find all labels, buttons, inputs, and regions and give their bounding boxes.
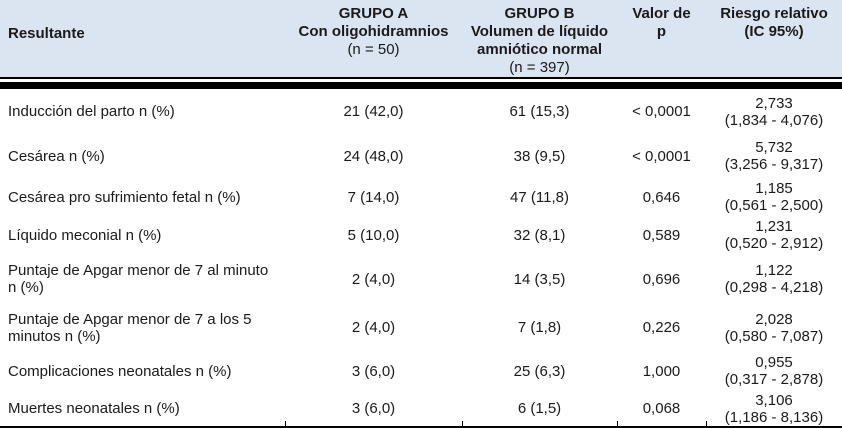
cell-valor-p: < 0,0001: [632, 147, 691, 165]
cell-grupo-a: 5 (10,0): [347, 226, 400, 244]
grupo-a-n: (n = 50): [347, 41, 400, 58]
cell-riesgo-relativo: 2,028 (0,580 - 7,087): [706, 311, 842, 345]
table-row: Puntaje de Apgar menor de 7 a los 5 minu…: [0, 304, 842, 351]
cell-valor-p: 0,068: [642, 400, 681, 417]
cell-grupo-a: 24 (48,0): [343, 147, 404, 165]
rr-ci: (1,186 - 8,136): [724, 408, 824, 426]
column-divider-tick: [285, 421, 286, 428]
cell-valor-p: 1,000: [642, 362, 681, 380]
resultante-label: Resultante: [8, 25, 85, 42]
cell-valor-p: < 0,0001: [632, 103, 691, 120]
rr-ci: (0,317 - 2,878): [724, 371, 824, 388]
table-header-row: Resultante GRUPO A Con oligohidramnios (…: [0, 0, 842, 79]
cell-resultante: Puntaje de Apgar menor de 7 al minuto n …: [8, 262, 269, 296]
table-row: Puntaje de Apgar menor de 7 al minuto n …: [0, 254, 842, 304]
cell-grupo-a: 3 (6,0): [351, 362, 396, 380]
header-rule-gap: [0, 79, 842, 82]
cell-riesgo-relativo: 1,122 (0,298 - 4,218): [706, 262, 842, 296]
column-header-riesgo-relativo: Riesgo relativo (IC 95%): [706, 0, 842, 77]
rr-ci: (0,520 - 2,912): [724, 235, 824, 252]
rr-value: 5,732: [755, 139, 793, 156]
valor-p-line2: p: [656, 23, 667, 40]
cell-riesgo-relativo: 5,732 (3,256 - 9,317): [706, 139, 842, 173]
grupo-b-subtitle-1: Volumen de líquido: [470, 23, 609, 40]
grupo-a-subtitle: Con oligohidramnios: [298, 23, 449, 40]
table-row: Cesárea pro sufrimiento fetal n (%) 7 (1…: [0, 178, 842, 216]
header-thick-rule: [0, 82, 842, 89]
cell-resultante: Cesárea pro sufrimiento fetal n (%): [8, 188, 241, 206]
table-row: Inducción del parto n (%) 21 (42,0) 61 (…: [0, 89, 842, 134]
column-divider-tick: [706, 421, 707, 428]
column-header-grupo-b: GRUPO B Volumen de líquido amniótico nor…: [462, 0, 617, 77]
cell-grupo-b: 47 (11,8): [510, 188, 569, 206]
cell-grupo-a: 21 (42,0): [343, 103, 404, 120]
grupo-b-title: GRUPO B: [504, 5, 575, 22]
cell-resultante: Muertes neonatales n (%): [8, 400, 180, 417]
cell-grupo-b: 14 (3,5): [513, 270, 566, 288]
cell-valor-p: 0,646: [642, 188, 681, 206]
column-divider-tick: [462, 421, 463, 428]
cell-grupo-a: 3 (6,0): [351, 400, 396, 417]
cell-riesgo-relativo: 3,106 (1,186 - 8,136): [706, 392, 842, 426]
cell-valor-p: 0,589: [642, 226, 681, 244]
column-header-resultante: Resultante: [0, 0, 285, 77]
cell-riesgo-relativo: 0,955 (0,317 - 2,878): [706, 354, 842, 388]
table-row: Muertes neonatales n (%) 3 (6,0) 6 (1,5)…: [0, 391, 842, 426]
riesgo-title: Riesgo relativo: [720, 5, 828, 22]
table-row: Cesárea n (%) 24 (48,0) 38 (9,5) < 0,000…: [0, 134, 842, 178]
cell-resultante: Inducción del parto n (%): [8, 103, 175, 120]
rr-ci: (0,580 - 7,087): [724, 327, 824, 345]
rr-ci: (3,256 - 9,317): [724, 156, 824, 173]
cell-grupo-a: 2 (4,0): [351, 319, 396, 336]
cell-riesgo-relativo: 1,231 (0,520 - 2,912): [706, 218, 842, 252]
grupo-b-subtitle-2: amniótico normal: [476, 41, 603, 58]
cell-grupo-b: 7 (1,8): [517, 319, 562, 336]
rr-value: 0,955: [755, 354, 793, 371]
table-row: Líquido meconial n (%) 5 (10,0) 32 (8,1)…: [0, 216, 842, 254]
cell-resultante: Complicaciones neonatales n (%): [8, 362, 232, 380]
grupo-b-n: (n = 397): [509, 59, 570, 76]
cell-valor-p: 0,226: [642, 319, 681, 336]
rr-value: 1,231: [755, 218, 793, 235]
table-body: Inducción del parto n (%) 21 (42,0) 61 (…: [0, 89, 842, 428]
cell-grupo-b: 32 (8,1): [513, 226, 566, 244]
rr-value: 1,122: [755, 262, 793, 279]
cell-riesgo-relativo: 2,733 (1,834 - 4,076): [706, 95, 842, 129]
table-row: Complicaciones neonatales n (%) 3 (6,0) …: [0, 351, 842, 391]
rr-value: 3,106: [755, 391, 793, 409]
cell-grupo-b: 25 (6,3): [513, 362, 566, 380]
cell-riesgo-relativo: 1,185 (0,561 - 2,500): [706, 180, 842, 214]
rr-value: 2,028: [755, 310, 793, 328]
grupo-a-title: GRUPO A: [338, 5, 409, 22]
rr-ci: (1,834 - 4,076): [724, 111, 824, 129]
rr-value: 2,733: [755, 94, 793, 112]
cell-resultante: Puntaje de Apgar menor de 7 a los 5 minu…: [8, 310, 252, 345]
cell-resultante: Líquido meconial n (%): [8, 226, 162, 244]
riesgo-ic: (IC 95%): [744, 23, 804, 40]
cell-grupo-b: 38 (9,5): [513, 147, 566, 165]
rr-ci: (0,298 - 4,218): [724, 279, 824, 296]
column-header-valor-p: Valor de p: [617, 0, 706, 77]
column-header-grupo-a: GRUPO A Con oligohidramnios (n = 50): [285, 0, 462, 77]
column-divider-tick: [617, 421, 618, 428]
rr-value: 1,185: [755, 180, 793, 197]
cell-grupo-b: 61 (15,3): [509, 103, 570, 120]
valor-p-line1: Valor de: [632, 5, 691, 22]
cell-grupo-b: 6 (1,5): [517, 400, 562, 417]
cell-grupo-a: 7 (14,0): [347, 188, 400, 206]
cell-resultante: Cesárea n (%): [8, 147, 105, 165]
cell-valor-p: 0,696: [642, 270, 681, 288]
rr-ci: (0,561 - 2,500): [724, 197, 824, 214]
cell-grupo-a: 2 (4,0): [351, 270, 396, 288]
